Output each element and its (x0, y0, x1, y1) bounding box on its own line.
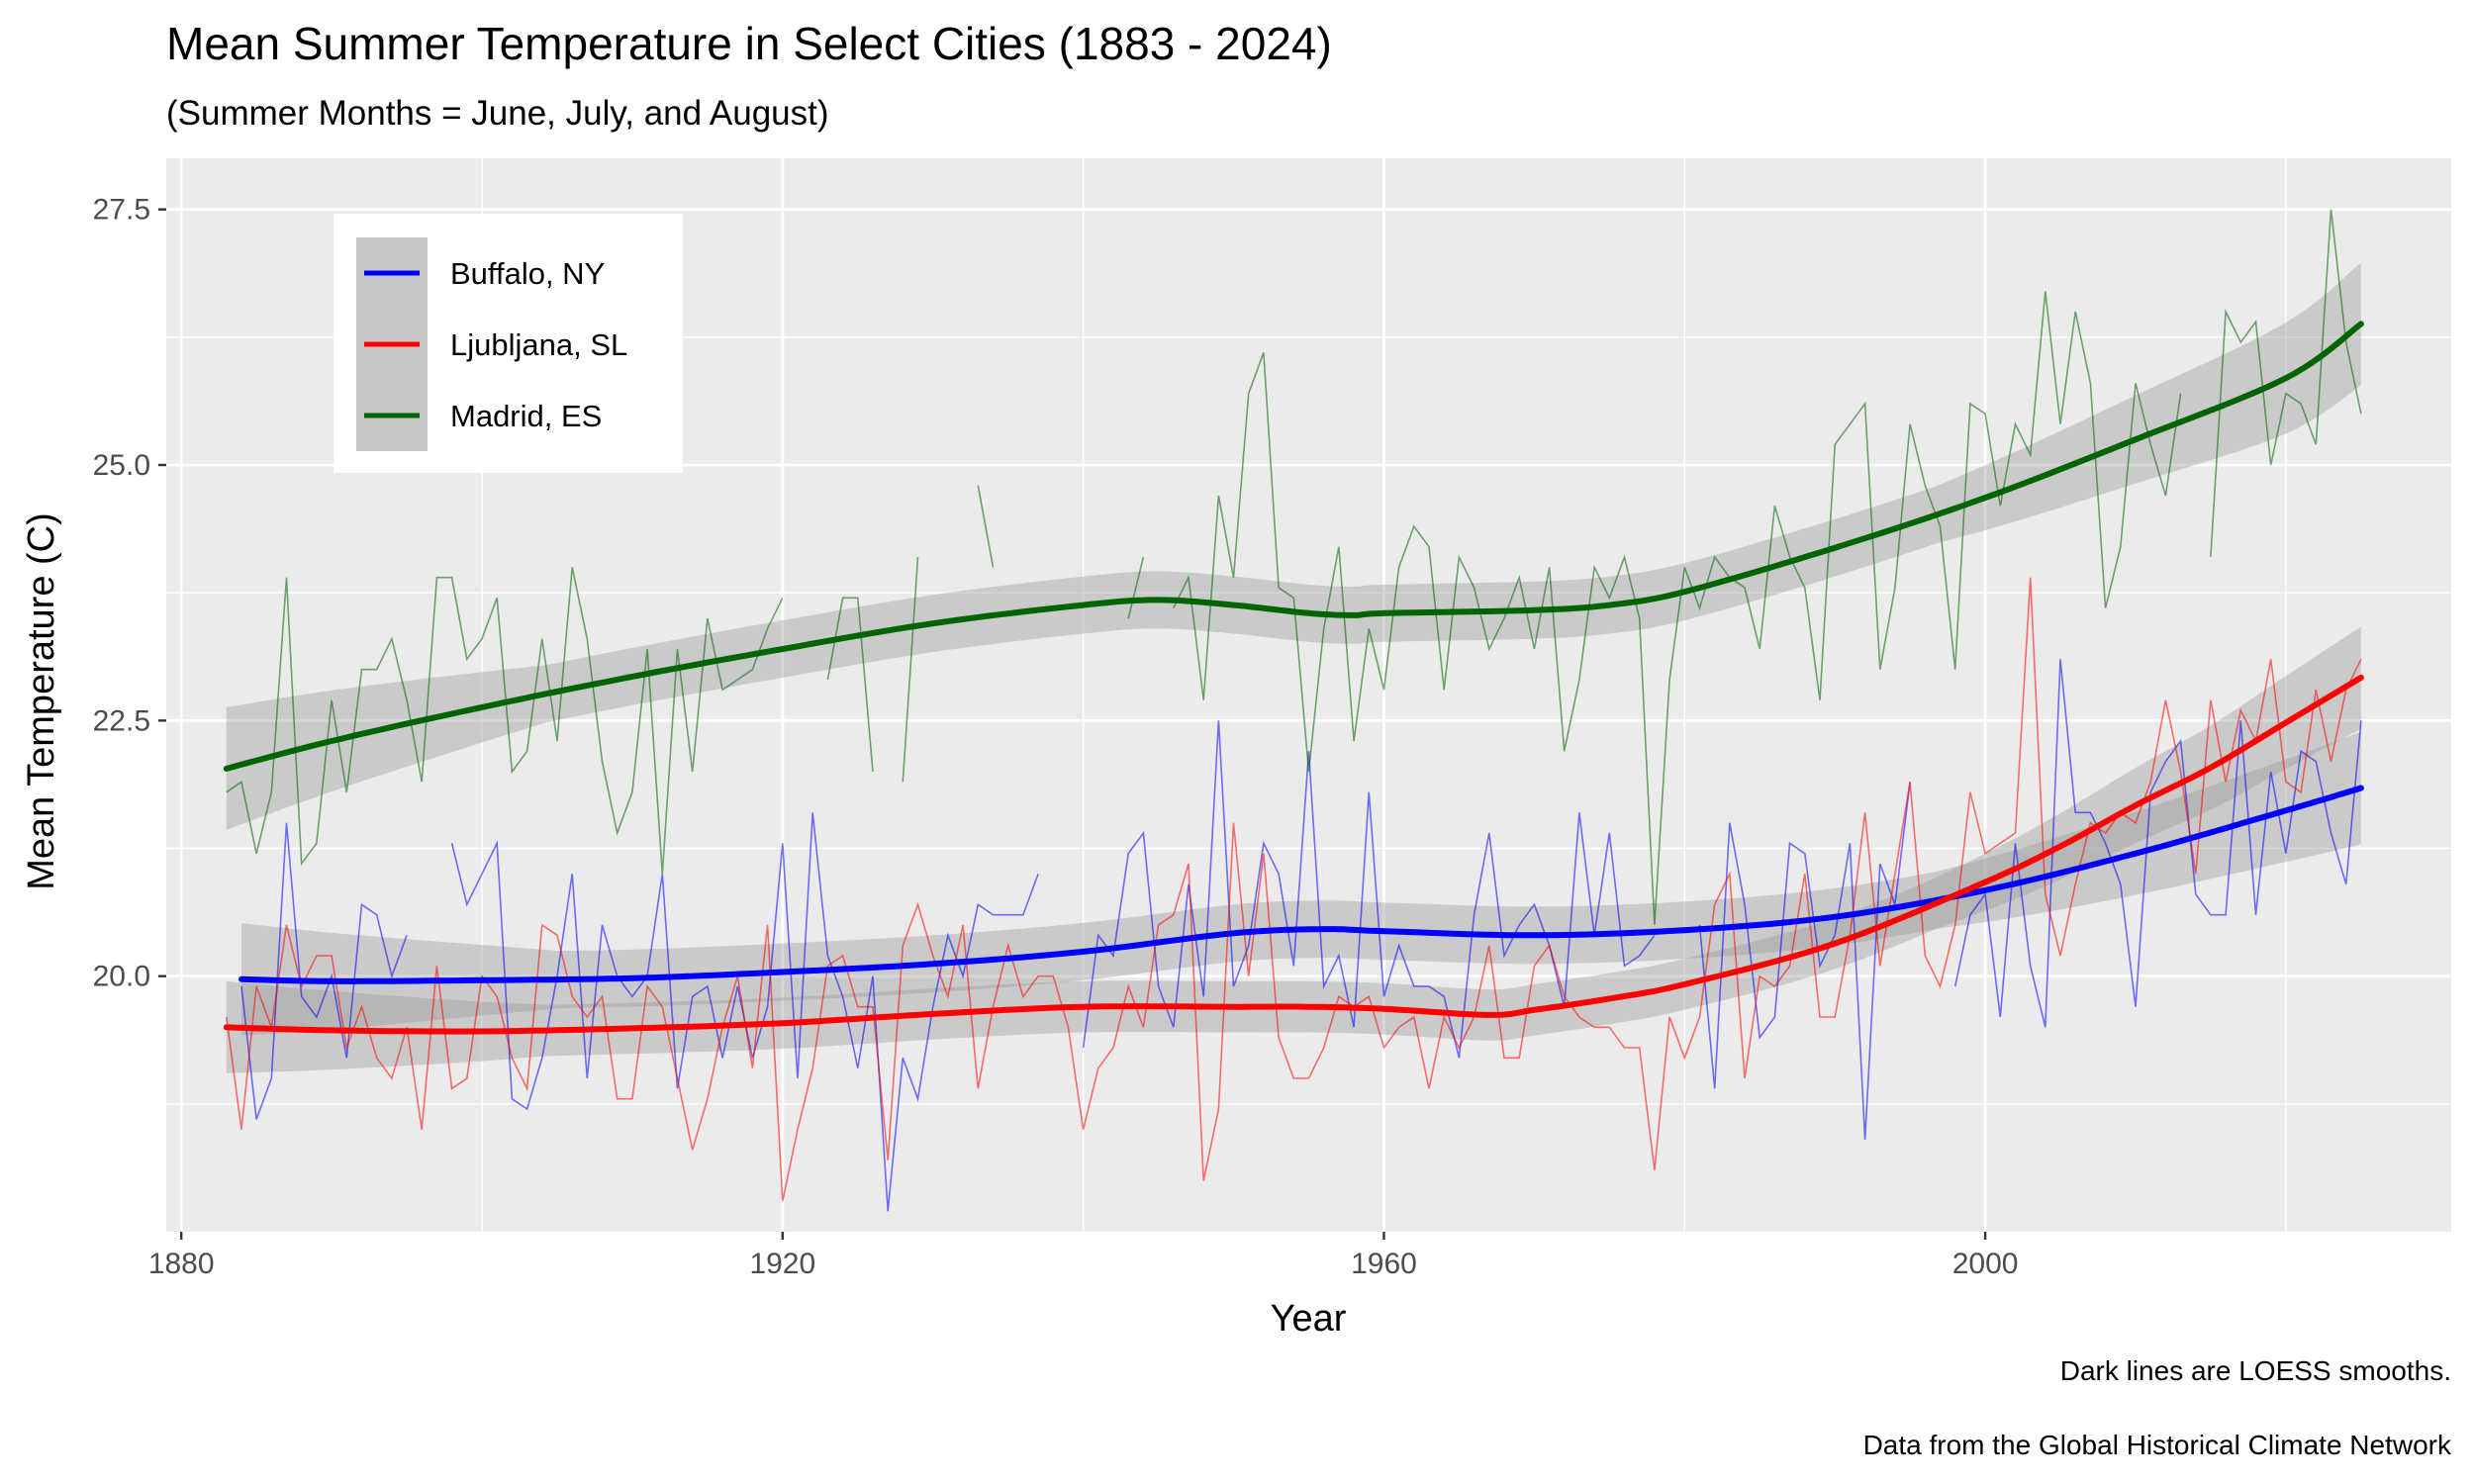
caption-data-source: Data from the Global Historical Climate … (1863, 1430, 2452, 1460)
y-tick-label: 20.0 (93, 961, 150, 993)
grid-lines (166, 158, 2451, 1232)
raw-series-lines (226, 209, 2362, 1212)
legend-entry-madrid: Madrid, ES (356, 380, 602, 451)
confidence-band-ljubljana (226, 626, 2361, 1073)
legend-label: Ljubljana, SL (450, 327, 627, 362)
raw-line-madrid (2210, 209, 2362, 558)
chart-title: Mean Summer Temperature in Select Cities… (166, 18, 1332, 69)
caption-smooth-note: Dark lines are LOESS smooths. (2060, 1355, 2451, 1386)
legend-entry-buffalo: Buffalo, NY (356, 237, 605, 309)
x-tick-label: 1880 (148, 1248, 215, 1280)
y-tick-label: 25.0 (93, 449, 150, 482)
legend-label: Madrid, ES (450, 399, 602, 433)
chart-subtitle: (Summer Months = June, July, and August) (166, 94, 829, 133)
raw-line-buffalo (240, 822, 408, 1120)
raw-line-madrid (1173, 291, 2182, 926)
raw-line-buffalo (1698, 782, 1911, 1141)
x-axis-title: Year (1271, 1298, 1347, 1340)
x-tick-label: 2000 (1952, 1248, 2019, 1280)
raw-line-madrid (977, 485, 995, 568)
axes: 1880 1920 1960 2000 20.0 22.5 25.0 27.5 (93, 194, 2019, 1280)
raw-line-madrid (902, 556, 919, 783)
legend-label: Buffalo, NY (450, 256, 605, 291)
x-tick-label: 1920 (749, 1248, 815, 1280)
raw-line-buffalo (1082, 720, 1656, 1059)
y-axis-title: Mean Temperature (C) (21, 512, 62, 890)
raw-line-madrid (226, 567, 784, 875)
legend-entry-ljubljana: Ljubljana, SL (356, 309, 627, 380)
raw-line-buffalo (1953, 659, 2362, 1028)
y-tick-label: 27.5 (93, 194, 150, 227)
raw-line-madrid (1127, 556, 1145, 619)
x-tick-label: 1960 (1351, 1248, 1417, 1280)
legend: Buffalo, NY Ljubljana, SL Madrid, ES (333, 214, 683, 473)
raw-line-ljubljana (226, 577, 2362, 1202)
smooth-line-buffalo (238, 785, 2364, 984)
smooth-series-lines (223, 321, 2364, 1035)
smooth-line-ljubljana (223, 674, 2364, 1035)
y-tick-label: 22.5 (93, 704, 150, 737)
smooth-line-madrid (223, 321, 2364, 772)
